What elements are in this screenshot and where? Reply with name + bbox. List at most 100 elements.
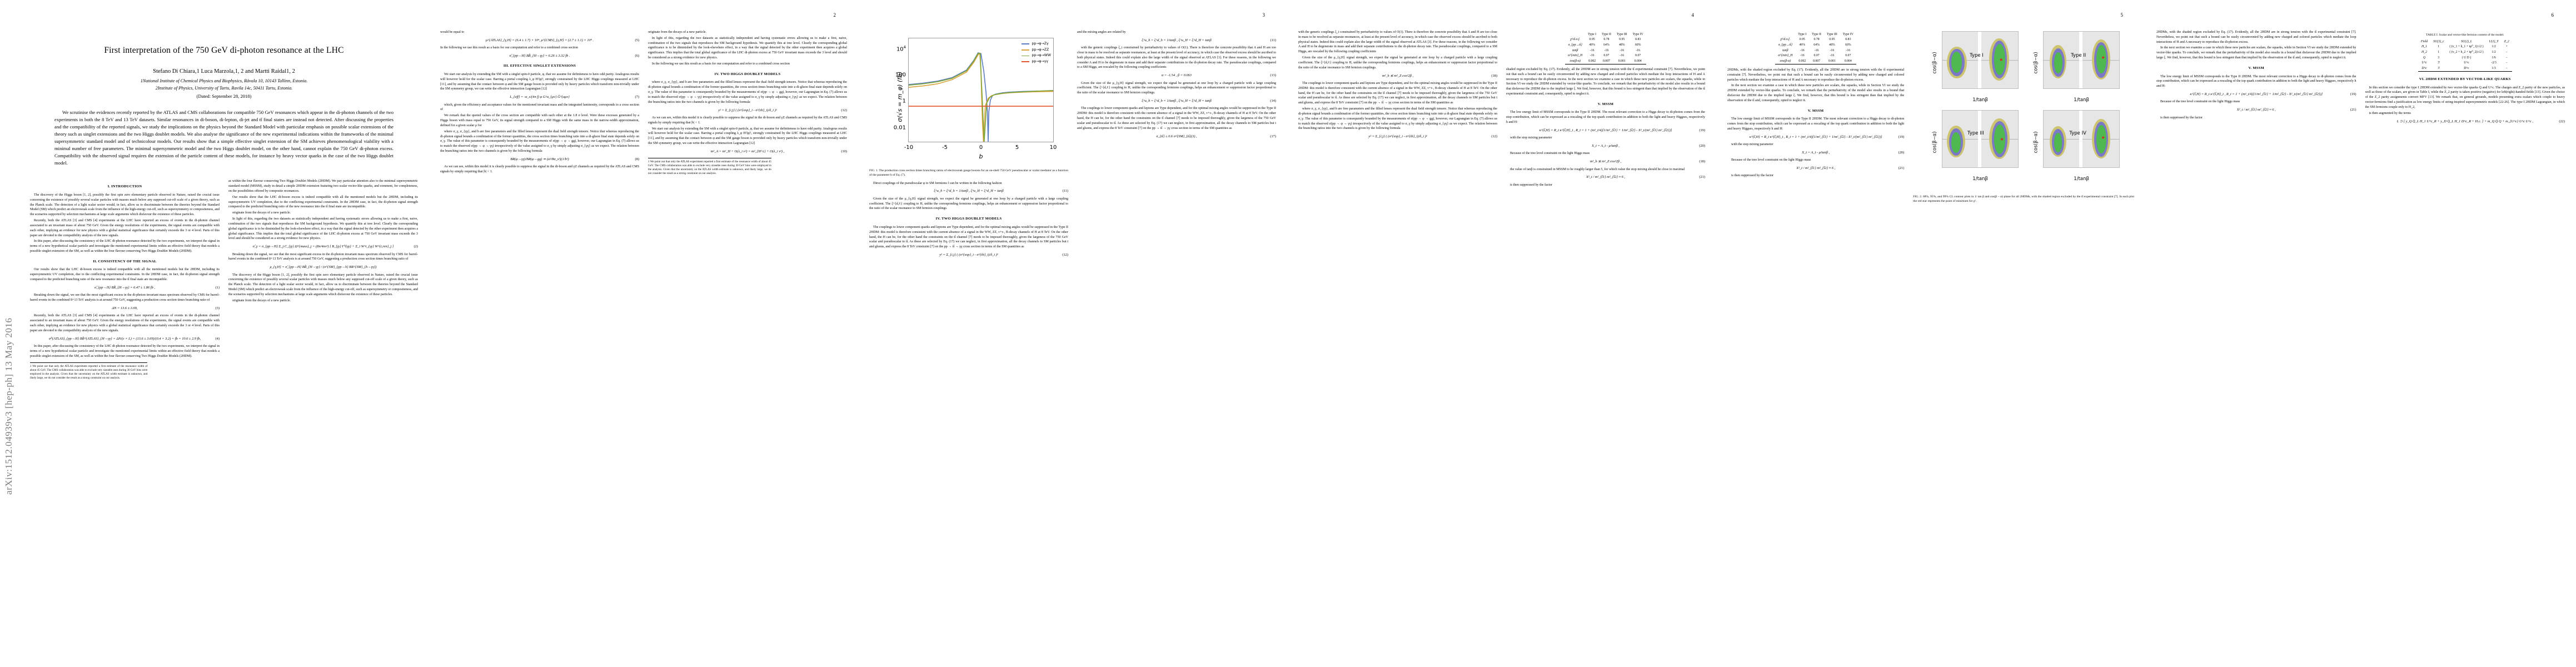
contour-plot: ★ Type I 0.02 0.01 0.00 -0.01 -0.02 -20 … xyxy=(1942,31,2019,89)
table-cell: 64% xyxy=(1603,43,1610,47)
table-cell: tanβ xyxy=(1782,48,1788,52)
page-number: 5 xyxy=(2120,12,2124,18)
paragraph: where σ_γ, σ_{γγ}, and b are free parame… xyxy=(1298,107,1497,131)
table-cell: D^c xyxy=(2418,66,2431,72)
equation-5: μ^{ATLAS}_{γ,H} = (6.4 ± 1.7) × 10⁴, μ^{… xyxy=(485,38,639,42)
page3-column-2: and the mixing angles are related by ξ^u… xyxy=(1077,30,1276,667)
paragraph: with the stop mixing parameter xyxy=(1510,136,1552,140)
table-row: cos(β-α) 0.002 0.007 0.001 0.004 xyxy=(1775,58,1856,64)
x-tick: 10 xyxy=(1994,88,1999,89)
paragraph: Because of the tree level constraint on … xyxy=(2160,100,2240,104)
table-header: Type IV xyxy=(1632,32,1643,36)
equation-12: y² = Σ_{i,j} ( (σ^{exp}_i - σ^{th}_i)/δ_… xyxy=(939,253,1068,257)
y-tick: 0.00 xyxy=(2043,57,2044,63)
page-5: 5 Type I Type II Type III Type IV xyxy=(1716,0,2145,667)
page6-column-2: TABLE I. Scalar and vector-like fermion … xyxy=(2365,30,2565,667)
table-row: H_1 1 ( (v_1 + h_1 + iφ⁰_1)/√2 ) 1/2 + xyxy=(2418,44,2512,50)
table-row: α^{min}_H -16 0.07 -16 0.07 xyxy=(1775,53,1856,59)
table-cell: -16 xyxy=(1590,48,1595,52)
equation-9: y² = Σ_{i,j} ( (σ^{exp}_i - σ^{th}_i)/δ_… xyxy=(718,108,847,112)
paragraph: In the following we use this result as a… xyxy=(652,62,790,66)
page2-column-1: would be equal to μ^{ATLAS}_{γ,H} = (6.4… xyxy=(440,30,639,667)
page4-column-2: Type I Type II Type III Type IV χ²/d.o.f… xyxy=(1506,30,1705,667)
chi2-minimum-star: ★ xyxy=(2101,135,2105,141)
table-cell: 0.004 xyxy=(1630,58,1646,64)
paragraph: 2HDMs, with the shaded region excluded b… xyxy=(1727,68,1905,82)
page6-column-1: 2HDMs, with the shaded region excluded b… xyxy=(2156,30,2356,667)
paragraph: In this paper, after discussing the cons… xyxy=(30,240,220,253)
equation-8: BR(φ→γγ)/BR(φ→gg) ≃ (α²/8α_s²)(1/b²) (8) xyxy=(510,157,639,161)
paragraph: Breaking down the signal, we see that th… xyxy=(30,293,220,302)
table-header: Type I xyxy=(1588,32,1597,36)
table-cell: -16 xyxy=(1846,48,1851,52)
equation-mu: μ_{γ,H} = σ̂_{pp→H} BR̂_{H→γγ} / (σ^{SM}… xyxy=(270,265,377,270)
contour-68 xyxy=(1994,124,2005,154)
table-cell: − xyxy=(2505,51,2508,54)
chi2-minimum-star: ★ xyxy=(2000,137,2004,142)
y-tick: 104 xyxy=(896,45,906,53)
equation-11: ξ^u_h = ξ^d_h = 1/tanβ , ξ^u_H = ξ^d_H =… xyxy=(934,189,1068,193)
page4-column-1: with the generic couplings ξ_i constrain… xyxy=(1298,30,1497,667)
x-tick: -20 xyxy=(1945,88,1952,89)
page-1: arXiv:1512.04939v3 [hep-ph] 13 May 2016 … xyxy=(0,0,429,667)
table-cell: 0.007 xyxy=(1599,58,1614,64)
paragraph: Breaking down the signal, we see that th… xyxy=(228,252,418,261)
table-cell: 0.83 xyxy=(1635,38,1641,42)
paragraph: We remark that the quoted values of the … xyxy=(440,114,639,127)
paragraph: Recently, both the ATLAS [3] and CMS [4]… xyxy=(30,314,220,332)
equation-4: σ̂^{ATLAS}_{pp→H} BR̂^{ATLAS}_{H→γγ} = Δ… xyxy=(48,336,220,341)
table-header: Type II xyxy=(1602,32,1611,36)
x-tick: -5 xyxy=(942,145,948,151)
table-cell: 0.007 xyxy=(1809,58,1824,64)
contour-68 xyxy=(1951,51,1962,73)
paragraph: with the generic couplings ξ_i constrain… xyxy=(1077,46,1276,69)
figure-1-curves xyxy=(908,52,1054,142)
x-tick: 10 xyxy=(2095,88,2100,89)
paragraph: originate from the decays of a new parti… xyxy=(648,31,707,34)
y-tick: 0.01 xyxy=(2043,127,2044,133)
section-heading-mssm: V. MSSM xyxy=(1597,102,1614,106)
table-cell: H_2 xyxy=(2421,51,2427,54)
table-cell: 0.001 xyxy=(1613,58,1630,64)
axis-gap xyxy=(2079,111,2083,168)
table-cell: 0.95 xyxy=(1829,38,1835,42)
x-axis-label: 1/tanβ xyxy=(1972,176,1988,182)
table-cell: 3̄ xyxy=(2430,66,2447,72)
table-cell: − xyxy=(2501,66,2512,72)
plot-frame: 0.01 1 100 104 -10 -5 0 5 10 xyxy=(894,38,1057,151)
table-header: SU(3)_c xyxy=(2433,39,2444,43)
chi2-results-table: Type I Type II Type III Type IV χ²/d.o.f… xyxy=(1565,32,1646,64)
legend-entry: pp→φ→γγ xyxy=(1022,59,1051,65)
x-axis-label: 1/tanβ xyxy=(1972,97,1988,103)
paragraph: Our results show that the LHC di-boson e… xyxy=(228,195,418,209)
table-cell: 1 xyxy=(2438,45,2440,49)
y-tick: -0.01 xyxy=(2043,67,2044,73)
legend-entry: pp→φ→Zγ xyxy=(1022,41,1051,47)
table-header: Type III xyxy=(1616,32,1627,36)
contour-68 xyxy=(2096,125,2106,153)
y-tick: -0.02 xyxy=(2043,77,2044,83)
table-row: D^c 3̄ D^c 1/3 − xyxy=(2418,66,2512,72)
contour-68 xyxy=(1951,132,1961,153)
equation-18: m²_h ≲ m²_Z cos²2β , (18) xyxy=(1382,73,1497,78)
table-cell: cos(β-α) xyxy=(1775,58,1796,64)
table-cell: 0.78 xyxy=(1603,38,1610,42)
table-cell: + xyxy=(2505,45,2508,49)
panel-label: Type IV xyxy=(2069,131,2086,137)
paragraph: In this section we consider the type I 2… xyxy=(2365,86,2565,109)
arxiv-stamp: arXiv:1512.04939v3 [hep-ph] 13 May 2016 xyxy=(3,317,14,495)
page5-column-2: cos(β−α) ★ Type I xyxy=(1913,30,2134,667)
contour-68 xyxy=(1994,44,2005,75)
equation-21: X²_t / m²_{t̃1} m²_{t̃2} ≈ 6 , (21) xyxy=(1796,166,1905,171)
axis-gap xyxy=(2079,32,2083,88)
paragraph: Given the size of the μ_{γ,H} signal str… xyxy=(1298,56,1497,69)
x-tick: 20 xyxy=(2009,88,2015,89)
paragraph: shaded region excluded by Eq. (17). Evid… xyxy=(1506,67,1705,96)
figure-2-row-bottom: cos(β−α) ★ Type I xyxy=(1913,110,2134,182)
figure-2: cos(β−α) ★ Type I xyxy=(1913,31,2134,203)
series-pp→φ→WW xyxy=(908,52,1054,142)
x-tick: 0 xyxy=(2080,167,2083,168)
table-header xyxy=(1565,32,1585,37)
section-heading-effective-singlet: III. EFFECTIVE SINGLET EXTENSIONS xyxy=(503,64,576,68)
y-tick: 0.02 xyxy=(2043,37,2044,43)
